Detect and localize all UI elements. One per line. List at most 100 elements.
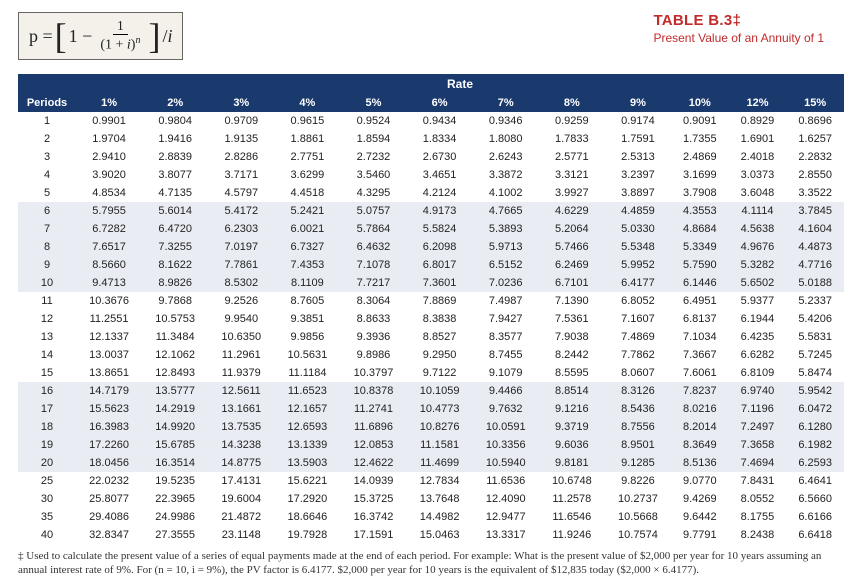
value-cell: 9.7122 bbox=[407, 364, 473, 382]
table-row: 65.79555.60145.41725.24215.07574.91734.7… bbox=[18, 202, 844, 220]
value-cell: 15.6221 bbox=[274, 472, 340, 490]
value-cell: 12.1657 bbox=[274, 400, 340, 418]
value-cell: 6.4641 bbox=[786, 472, 844, 490]
value-cell: 2.2832 bbox=[786, 148, 844, 166]
table-row: 109.47138.98268.53028.11097.72177.36017.… bbox=[18, 274, 844, 292]
value-cell: 8.0607 bbox=[605, 364, 671, 382]
value-cell: 6.4177 bbox=[605, 274, 671, 292]
value-cell: 14.4982 bbox=[407, 508, 473, 526]
value-cell: 12.7834 bbox=[407, 472, 473, 490]
value-cell: 18.6646 bbox=[274, 508, 340, 526]
period-cell: 3 bbox=[18, 148, 76, 166]
right-bracket: ] bbox=[148, 22, 160, 50]
formula-over-i: /i bbox=[162, 26, 172, 47]
value-cell: 0.9804 bbox=[142, 112, 208, 130]
period-cell: 8 bbox=[18, 238, 76, 256]
value-cell: 7.7862 bbox=[605, 346, 671, 364]
value-cell: 8.8633 bbox=[340, 310, 406, 328]
value-cell: 8.1109 bbox=[274, 274, 340, 292]
value-cell: 9.2526 bbox=[208, 292, 274, 310]
value-cell: 1.6257 bbox=[786, 130, 844, 148]
value-cell: 11.2578 bbox=[539, 490, 605, 508]
table-row: 4032.834727.355523.114819.792817.159115.… bbox=[18, 526, 844, 544]
value-cell: 32.8347 bbox=[76, 526, 142, 544]
value-cell: 25.8077 bbox=[76, 490, 142, 508]
value-cell: 11.6896 bbox=[340, 418, 406, 436]
frac-den: (1 + i)n bbox=[96, 35, 144, 53]
value-cell: 9.4466 bbox=[473, 382, 539, 400]
value-cell: 7.4694 bbox=[729, 454, 787, 472]
value-cell: 5.0188 bbox=[786, 274, 844, 292]
value-cell: 29.4086 bbox=[76, 508, 142, 526]
value-cell: 5.7245 bbox=[786, 346, 844, 364]
value-cell: 9.1285 bbox=[605, 454, 671, 472]
value-cell: 4.4859 bbox=[605, 202, 671, 220]
value-cell: 1.9135 bbox=[208, 130, 274, 148]
period-cell: 4 bbox=[18, 166, 76, 184]
value-cell: 4.4518 bbox=[274, 184, 340, 202]
value-cell: 6.6166 bbox=[786, 508, 844, 526]
value-cell: 6.8052 bbox=[605, 292, 671, 310]
value-cell: 22.3965 bbox=[142, 490, 208, 508]
value-cell: 10.3797 bbox=[340, 364, 406, 382]
value-cell: 2.5313 bbox=[605, 148, 671, 166]
value-cell: 8.1622 bbox=[142, 256, 208, 274]
value-cell: 12.1062 bbox=[142, 346, 208, 364]
value-cell: 4.1002 bbox=[473, 184, 539, 202]
value-cell: 10.2737 bbox=[605, 490, 671, 508]
value-cell: 11.1184 bbox=[274, 364, 340, 382]
value-cell: 9.9856 bbox=[274, 328, 340, 346]
value-cell: 3.3872 bbox=[473, 166, 539, 184]
title-block: TABLE B.3‡ Present Value of an Annuity o… bbox=[653, 12, 844, 45]
value-cell: 0.9259 bbox=[539, 112, 605, 130]
value-cell: 9.7632 bbox=[473, 400, 539, 418]
value-cell: 1.8334 bbox=[407, 130, 473, 148]
value-cell: 9.8986 bbox=[340, 346, 406, 364]
period-cell: 12 bbox=[18, 310, 76, 328]
value-cell: 4.9676 bbox=[729, 238, 787, 256]
value-cell: 0.9346 bbox=[473, 112, 539, 130]
value-cell: 5.7590 bbox=[671, 256, 729, 274]
value-cell: 11.9379 bbox=[208, 364, 274, 382]
value-cell: 6.5660 bbox=[786, 490, 844, 508]
table-row: 10.99010.98040.97090.96150.95240.94340.9… bbox=[18, 112, 844, 130]
value-cell: 11.2961 bbox=[208, 346, 274, 364]
value-cell: 11.3484 bbox=[142, 328, 208, 346]
value-cell: 7.7217 bbox=[340, 274, 406, 292]
value-cell: 4.1604 bbox=[786, 220, 844, 238]
period-cell: 13 bbox=[18, 328, 76, 346]
value-cell: 6.4951 bbox=[671, 292, 729, 310]
period-cell: 19 bbox=[18, 436, 76, 454]
value-cell: 4.4873 bbox=[786, 238, 844, 256]
value-cell: 6.6418 bbox=[786, 526, 844, 544]
value-cell: 5.3282 bbox=[729, 256, 787, 274]
value-cell: 8.7605 bbox=[274, 292, 340, 310]
rate-col-10: 12% bbox=[729, 94, 787, 112]
value-cell: 0.9091 bbox=[671, 112, 729, 130]
table-row: 1614.717913.577712.561111.652310.837810.… bbox=[18, 382, 844, 400]
column-header-row: Periods 1% 2% 3% 4% 5% 6% 7% 8% 9% 10% 1… bbox=[18, 94, 844, 112]
table-row: 43.90203.80773.71713.62993.54603.46513.3… bbox=[18, 166, 844, 184]
value-cell: 6.4235 bbox=[729, 328, 787, 346]
table-row: 1110.36769.78689.25268.76058.30647.88697… bbox=[18, 292, 844, 310]
period-cell: 6 bbox=[18, 202, 76, 220]
value-cell: 4.5638 bbox=[729, 220, 787, 238]
value-cell: 2.7751 bbox=[274, 148, 340, 166]
header-row: p = [ 1 − 1 (1 + i)n ] /i TABLE B.3‡ Pre… bbox=[18, 12, 844, 60]
value-cell: 2.8286 bbox=[208, 148, 274, 166]
value-cell: 8.8527 bbox=[407, 328, 473, 346]
value-cell: 5.0330 bbox=[605, 220, 671, 238]
annuity-table: Rate Periods 1% 2% 3% 4% 5% 6% 7% 8% 9% … bbox=[18, 74, 844, 544]
rate-col-9: 10% bbox=[671, 94, 729, 112]
value-cell: 9.7868 bbox=[142, 292, 208, 310]
value-cell: 0.8696 bbox=[786, 112, 844, 130]
value-cell: 13.1339 bbox=[274, 436, 340, 454]
value-cell: 13.1661 bbox=[208, 400, 274, 418]
value-cell: 14.3238 bbox=[208, 436, 274, 454]
value-cell: 7.1078 bbox=[340, 256, 406, 274]
value-cell: 3.8077 bbox=[142, 166, 208, 184]
value-cell: 4.6229 bbox=[539, 202, 605, 220]
value-cell: 9.4269 bbox=[671, 490, 729, 508]
value-cell: 3.2397 bbox=[605, 166, 671, 184]
value-cell: 10.7574 bbox=[605, 526, 671, 544]
